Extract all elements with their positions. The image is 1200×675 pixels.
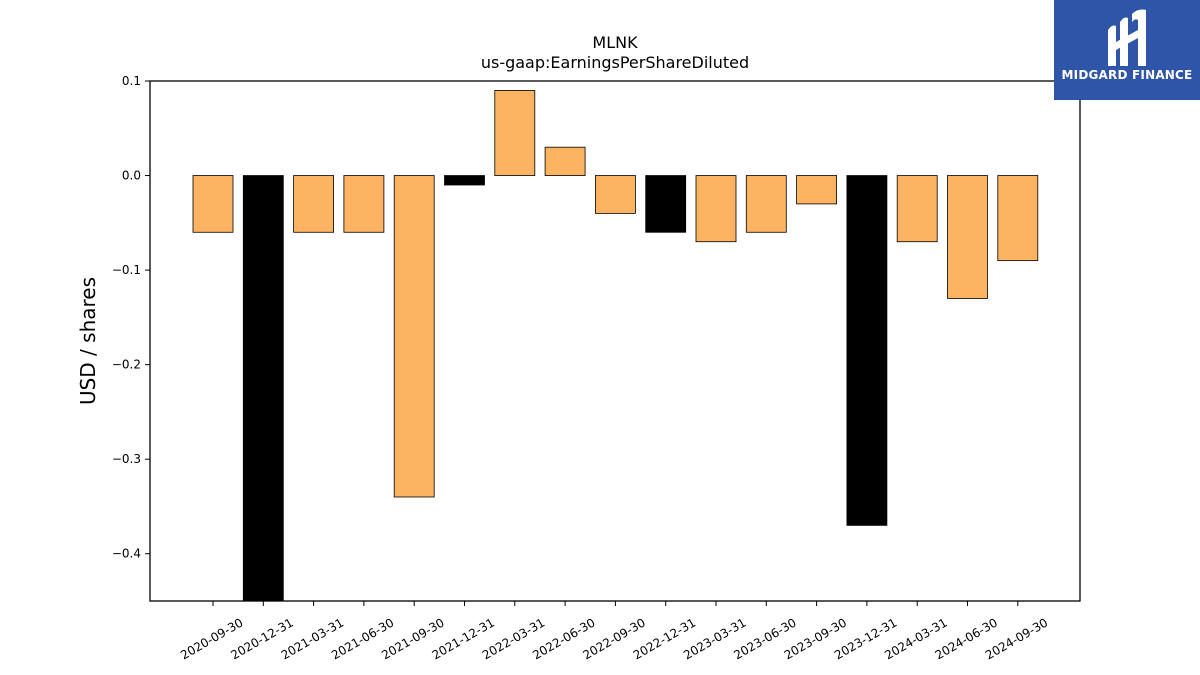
- y-tick-label: −0.1: [112, 263, 141, 277]
- y-tick-label: −0.3: [112, 452, 141, 466]
- bar-2020-12-31: [242, 175, 284, 602]
- bar-2024-09-30: [997, 175, 1039, 262]
- bar-2021-09-30: [393, 175, 435, 498]
- bar-2022-06-30: [544, 146, 586, 176]
- plot-frame: [149, 80, 1081, 602]
- logo-text: MIDGARD FINANCE: [1061, 68, 1193, 82]
- bar-2022-12-31: [645, 175, 687, 233]
- bar-2024-06-30: [947, 175, 988, 299]
- y-tick-label: −0.4: [112, 547, 141, 561]
- bar-2021-03-31: [293, 175, 335, 233]
- chart-subtitle: us-gaap:EarningsPerShareDiluted: [481, 53, 749, 72]
- bar-2021-06-30: [343, 175, 385, 233]
- midgard-m-icon: [1108, 9, 1146, 66]
- y-tick-label: 0.1: [122, 74, 141, 88]
- midgard-finance-logo: MIDGARD FINANCE: [1054, 0, 1200, 100]
- bar-2024-03-31: [896, 175, 938, 243]
- bar-2021-12-31: [444, 175, 485, 186]
- y-tick-label: 0.0: [122, 169, 141, 183]
- bar-2022-03-31: [494, 90, 536, 176]
- bar-2020-09-30: [192, 175, 234, 233]
- bar-2022-09-30: [595, 175, 636, 214]
- chart-title: MLNK: [592, 33, 638, 52]
- y-axis-label: USD / shares: [76, 277, 100, 405]
- bar-2023-03-31: [695, 175, 737, 243]
- bar-2023-12-31: [846, 175, 888, 526]
- bar-2023-06-30: [745, 175, 787, 233]
- bar-2023-09-30: [796, 175, 837, 205]
- y-tick-label: −0.2: [112, 358, 141, 372]
